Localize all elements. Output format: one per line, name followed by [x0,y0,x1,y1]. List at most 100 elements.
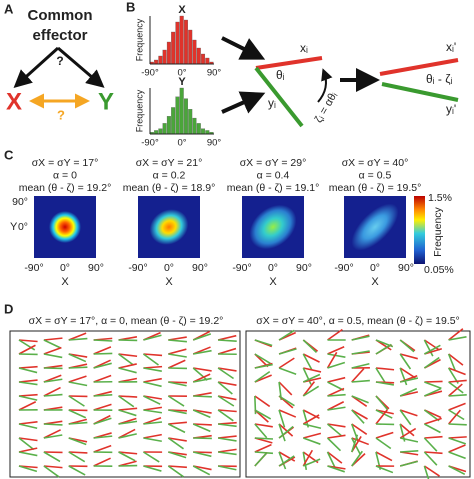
glyph-green [278,423,286,442]
glyph-green [399,409,412,426]
glyph-green [43,378,63,383]
glyph-green [423,409,440,422]
glyph-red [278,451,296,462]
glyph-green [278,329,295,341]
glyph-green [18,437,35,451]
heatmap-blob [351,203,399,251]
hist-title: Y [178,76,186,88]
glyph-red [93,444,112,453]
arrow [221,36,266,60]
glyph-green [254,339,273,347]
glyph-green [254,370,271,383]
glyph-red [327,376,346,383]
bar [196,123,201,135]
glyph-red [168,437,187,442]
glyph-green [167,395,185,407]
glyph-red [167,359,186,369]
glyph-red [93,346,112,355]
x-tick-label: 0° [177,138,186,149]
glyph-red [218,409,237,413]
glyph-green [217,437,237,442]
glyph-green [375,465,394,474]
glyph-green [93,435,113,439]
label: xᵢ [300,41,308,55]
bar [205,57,210,65]
glyph-red [423,339,440,351]
glyph-green [327,393,346,397]
glyph-red [43,337,63,341]
glyph-green [375,437,392,450]
glyph-red [254,395,271,408]
glyph-red [278,423,294,437]
x-tick-label: -90° [128,262,147,274]
glyph-green [167,437,184,450]
bar [154,59,159,65]
arrow [317,68,333,103]
label: θᵢ [276,68,285,82]
glyph-red [193,423,212,426]
glyph-red [118,395,138,398]
glyph-green [399,339,415,353]
glyph-green [68,381,88,387]
glyph-green [424,387,442,397]
glyph-green [93,362,112,369]
title: σX = σY = 17°, α = 0, mean (θ - ζ) = 19.… [29,315,224,327]
x-tick-label: -90° [334,262,353,274]
glyph-red [326,351,338,369]
glyph-red [327,346,345,355]
bar [171,31,176,65]
glyph-red [302,449,314,467]
glyph-green [302,353,313,371]
glyph-red [18,401,37,411]
glyph-green [375,343,392,355]
glyph-green [399,353,412,370]
glyph-green [143,409,163,414]
bar [166,41,171,65]
glyph-green [217,409,234,422]
glyph-red [448,436,467,439]
glyph-green [278,425,294,439]
glyph-green [193,395,212,398]
glyph-red [327,423,346,428]
glyph-green [43,434,63,439]
glyph-red [43,346,62,355]
glyph-green [302,373,321,383]
glyph-green [302,385,320,397]
plot-title: mean (θ - ζ) = 19.5° [329,182,422,194]
glyph-green [351,395,369,404]
glyph-red [143,433,162,439]
glyph-green [168,451,187,459]
glyph-green [375,395,389,411]
glyph-green [423,356,440,369]
x-tick-label: 90° [207,138,222,149]
glyph-red [351,423,368,435]
histogram: X Frequency -90° 0° 90° [134,4,221,79]
label: ζᵢ = αθᵢ [313,90,340,125]
glyph-red [327,387,345,397]
glyph-green [18,423,38,430]
glyph-green [18,367,38,374]
plot-title: σX = σY = 21° [136,157,203,169]
glyph-green [424,344,441,355]
glyph-red [424,380,443,383]
glyph-red [423,465,440,477]
glyph-green [118,395,135,408]
red-line [255,56,323,70]
glyph-green [400,449,419,453]
glyph-green [278,409,286,428]
glyph-red [424,451,443,455]
glyph-red [68,332,87,341]
glyph-green [351,350,370,355]
glyph-red [93,457,111,467]
glyph-green [351,409,365,424]
y-tick-label: 0° [18,221,28,233]
glyph-green [399,387,418,397]
x-axis-label: X [371,276,379,288]
glyph-green [254,437,274,440]
glyph-red [278,381,293,396]
arrow [221,91,266,114]
glyph-green [423,465,430,479]
glyph-green [167,465,184,478]
bar [192,39,197,65]
glyph-green [93,339,113,342]
